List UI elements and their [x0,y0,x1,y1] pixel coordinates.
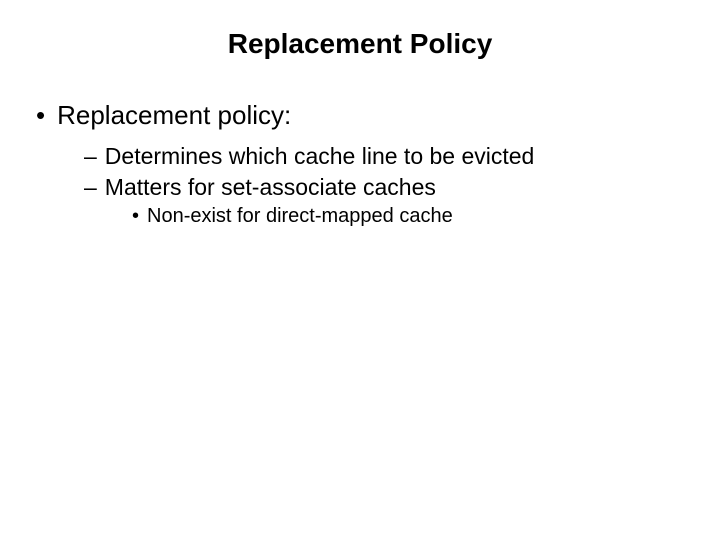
slide-content: • Replacement policy: – Determines which… [0,100,720,228]
bullet-marker-l2: – [84,174,97,201]
bullet-marker-l1: • [36,100,45,131]
bullet-level-3: • Non-exist for direct-mapped cache [132,205,684,228]
bullet-level-1: • Replacement policy: [36,100,684,131]
slide-container: Replacement Policy • Replacement policy:… [0,0,720,540]
slide-title: Replacement Policy [0,0,720,100]
bullet-level-2: – Matters for set-associate caches [84,174,684,201]
bullet-text-l2: Determines which cache line to be evicte… [105,143,535,170]
bullet-level-2: – Determines which cache line to be evic… [84,143,684,170]
bullet-text-l3: Non-exist for direct-mapped cache [147,205,453,228]
bullet-text-l1: Replacement policy: [57,100,291,131]
bullet-marker-l3: • [132,205,139,228]
bullet-text-l2: Matters for set-associate caches [105,174,436,201]
bullet-marker-l2: – [84,143,97,170]
